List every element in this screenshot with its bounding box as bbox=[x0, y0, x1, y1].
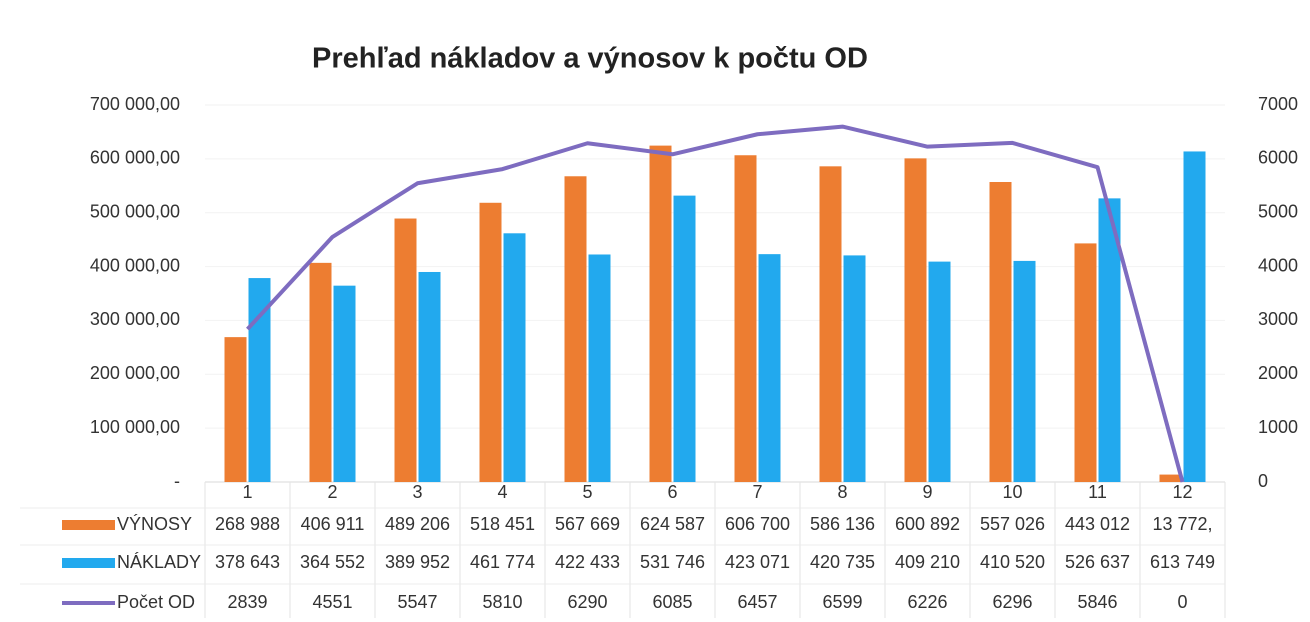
y2-tick-label: 2000 bbox=[1258, 363, 1298, 383]
x-tick-label: 10 bbox=[1002, 482, 1022, 502]
y-tick-label: 300 000,00 bbox=[90, 309, 180, 329]
table-value: 5810 bbox=[482, 592, 522, 612]
y-tick-label: 200 000,00 bbox=[90, 363, 180, 383]
bar bbox=[248, 278, 271, 482]
table-value: 406 911 bbox=[301, 514, 365, 534]
table-value: 6457 bbox=[737, 592, 777, 612]
table-value: 600 892 bbox=[895, 514, 960, 534]
x-tick-label: 2 bbox=[327, 482, 337, 502]
y2-tick-label: 5000 bbox=[1258, 201, 1298, 221]
y-tick-label: 400 000,00 bbox=[90, 255, 180, 275]
table-value: 13 772, bbox=[1152, 514, 1212, 534]
legend-key bbox=[62, 558, 115, 568]
table-value: 409 210 bbox=[895, 552, 960, 572]
y2-tick-label: 1000 bbox=[1258, 417, 1298, 437]
bar bbox=[819, 166, 842, 482]
table-value: 364 552 bbox=[300, 552, 365, 572]
table-value: 6296 bbox=[992, 592, 1032, 612]
bar bbox=[1183, 151, 1206, 482]
bar bbox=[734, 155, 757, 482]
legend-label: VÝNOSY bbox=[117, 514, 192, 534]
table-value: 422 433 bbox=[555, 552, 620, 572]
table-value: 557 026 bbox=[980, 514, 1045, 534]
y-tick-label: 700 000,00 bbox=[90, 94, 180, 114]
bar bbox=[1013, 260, 1036, 482]
table-value: 268 988 bbox=[215, 514, 280, 534]
bar bbox=[928, 261, 951, 482]
table-value: 4551 bbox=[312, 592, 352, 612]
bar bbox=[758, 254, 781, 482]
table-value: 567 669 bbox=[555, 514, 620, 534]
legend-label: Počet OD bbox=[117, 592, 195, 612]
x-tick-label: 12 bbox=[1172, 482, 1192, 502]
bar bbox=[333, 285, 356, 482]
table-value: 6226 bbox=[907, 592, 947, 612]
table-value: 586 136 bbox=[810, 514, 875, 534]
bar bbox=[564, 176, 587, 482]
table-value: 6290 bbox=[567, 592, 607, 612]
x-tick-label: 4 bbox=[497, 482, 507, 502]
bar bbox=[989, 182, 1012, 482]
table-value: 613 749 bbox=[1150, 552, 1215, 572]
x-tick-label: 1 bbox=[242, 482, 252, 502]
bar bbox=[224, 337, 247, 482]
bar bbox=[588, 254, 611, 482]
x-tick-label: 7 bbox=[752, 482, 762, 502]
table-value: 443 012 bbox=[1065, 514, 1130, 534]
y2-tick-label: 4000 bbox=[1258, 255, 1298, 275]
y2-tick-label: 7000 bbox=[1258, 94, 1298, 114]
table-value: 420 735 bbox=[810, 552, 875, 572]
bar bbox=[843, 255, 866, 482]
y-tick-label: 500 000,00 bbox=[90, 201, 180, 221]
legend-label: NÁKLADY bbox=[117, 552, 201, 572]
table-value: 410 520 bbox=[980, 552, 1045, 572]
legend-key bbox=[62, 520, 115, 530]
table-value: 531 746 bbox=[640, 552, 705, 572]
bar bbox=[479, 202, 502, 482]
table-value: 489 206 bbox=[385, 514, 450, 534]
y2-tick-label: 0 bbox=[1258, 471, 1268, 491]
bar bbox=[309, 262, 332, 482]
table-value: 378 643 bbox=[215, 552, 280, 572]
table-value: 2839 bbox=[227, 592, 267, 612]
bar bbox=[649, 145, 672, 482]
table-value: 6599 bbox=[822, 592, 862, 612]
table-value: 0 bbox=[1177, 592, 1187, 612]
table-value: 461 774 bbox=[470, 552, 535, 572]
x-tick-label: 11 bbox=[1088, 482, 1107, 502]
table-value: 5846 bbox=[1077, 592, 1117, 612]
bar bbox=[1098, 198, 1121, 483]
y-tick-label: - bbox=[174, 471, 180, 491]
bar bbox=[503, 233, 526, 482]
y-tick-label: 600 000,00 bbox=[90, 148, 180, 168]
x-tick-label: 3 bbox=[412, 482, 422, 502]
bar bbox=[673, 195, 696, 482]
x-tick-label: 6 bbox=[667, 482, 677, 502]
y2-tick-label: 3000 bbox=[1258, 309, 1298, 329]
y-tick-label: 100 000,00 bbox=[90, 417, 180, 437]
bar bbox=[418, 271, 441, 482]
x-tick-label: 8 bbox=[837, 482, 847, 502]
table-value: 423 071 bbox=[725, 552, 790, 572]
line bbox=[246, 124, 1185, 483]
table-value: 6085 bbox=[652, 592, 692, 612]
x-tick-label: 5 bbox=[582, 482, 592, 502]
bar bbox=[394, 218, 417, 482]
chart-title: Prehľad nákladov a výnosov k počtu OD bbox=[312, 43, 868, 75]
table-value: 624 587 bbox=[640, 514, 705, 534]
table-value: 5547 bbox=[397, 592, 437, 612]
table-value: 606 700 bbox=[725, 514, 790, 534]
bar bbox=[1159, 474, 1182, 482]
table-value: 526 637 bbox=[1065, 552, 1130, 572]
bar bbox=[1074, 243, 1097, 482]
bar bbox=[904, 158, 927, 482]
y2-tick-label: 6000 bbox=[1258, 148, 1298, 168]
table-value: 389 952 bbox=[385, 552, 450, 572]
table-value: 518 451 bbox=[470, 514, 535, 534]
x-tick-label: 9 bbox=[922, 482, 932, 502]
